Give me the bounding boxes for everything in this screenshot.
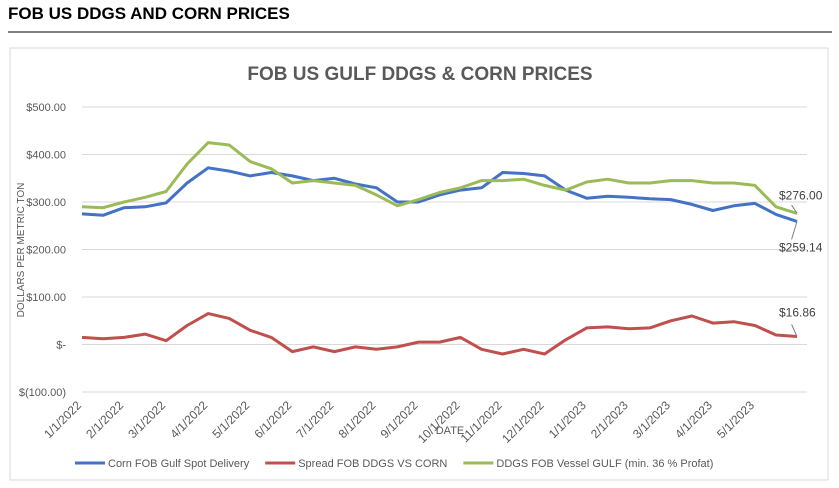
series-line [81,141,798,215]
y-tick-label: $300.00 [26,197,66,209]
y-tick-label: $- [56,340,66,352]
x-axis-label: DATE [436,425,465,437]
page-title: FOB US DDGS AND CORN PRICES [8,4,290,23]
leader-line [791,204,798,214]
legend-label: Spread FOB DDGS VS CORN [298,458,447,470]
y-axis-label: DOLLARS PER METRIC TON [16,183,27,318]
data-label: $259.14 [779,240,823,254]
y-tick-label: $200.00 [26,245,66,257]
series-line [81,166,798,223]
chart-title: FOB US GULF DDGS & CORN PRICES [247,64,592,85]
legend-label: DDGS FOB Vessel GULF (min. 36 % Profat) [496,458,713,470]
series-line [81,312,798,356]
data-label: $16.86 [779,305,816,319]
data-label: $276.00 [779,188,823,202]
leader-line [791,221,798,240]
y-tick-label: $500.00 [26,102,66,114]
y-tick-label: $400.00 [26,150,66,162]
leader-line [791,324,798,337]
y-tick-label: $100.00 [26,292,66,304]
legend-label: Corn FOB Gulf Spot Delivery [108,458,250,470]
y-tick-label: $(100.00) [19,387,66,399]
chart-frame [9,47,829,481]
